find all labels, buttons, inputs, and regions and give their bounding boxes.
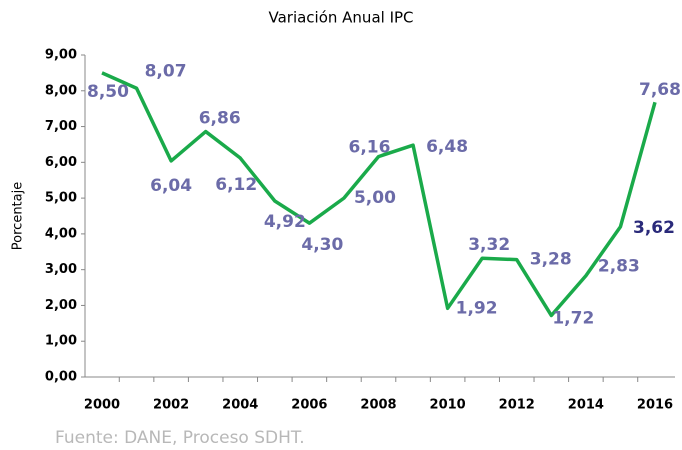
chart-title: Variación Anual IPC [268, 9, 413, 27]
data-label: 6,04 [150, 176, 192, 196]
data-label: 6,48 [426, 137, 468, 157]
x-tick-label: 2014 [568, 398, 604, 413]
data-label: 3,32 [468, 235, 510, 255]
x-tick-label: 2002 [153, 398, 189, 413]
x-tick-label: 2004 [222, 398, 258, 413]
x-tick-label: 2012 [499, 398, 535, 413]
data-label: 6,86 [199, 109, 241, 129]
y-tick-label: 4,00 [45, 226, 77, 241]
y-tick-label: 6,00 [45, 155, 77, 170]
data-label: 2,83 [598, 257, 640, 277]
x-tick-label: 2010 [430, 398, 466, 413]
y-tick-label: 1,00 [45, 334, 77, 349]
y-tick-label: 9,00 [45, 48, 77, 63]
source-note: Fuente: DANE, Proceso SDHT. [55, 428, 305, 448]
y-tick-label: 0,00 [45, 370, 77, 385]
y-tick-label: 8,00 [45, 83, 77, 98]
data-label: 1,72 [552, 308, 594, 328]
x-tick-label: 2000 [84, 398, 120, 413]
annotation: 3,62 [633, 218, 675, 238]
data-line [101, 71, 657, 318]
y-tick-label: 5,00 [45, 191, 77, 206]
y-tick-label: 2,00 [45, 298, 77, 313]
data-label: 7,68 [639, 80, 681, 100]
data-label: 6,12 [215, 175, 257, 195]
data-label: 3,28 [530, 250, 572, 270]
x-tick-label: 2016 [637, 398, 673, 413]
y-tick-label: 7,00 [45, 119, 77, 134]
y-tick-label: 3,00 [45, 262, 77, 277]
data-label: 4,92 [264, 212, 306, 232]
x-tick-label: 2008 [360, 398, 396, 413]
data-label: 8,50 [87, 82, 129, 102]
data-label: 6,16 [349, 138, 391, 158]
y-axis-label: Porcentaje [11, 182, 26, 250]
data-label: 8,07 [145, 61, 187, 81]
data-label: 5,00 [354, 188, 396, 208]
data-label: 4,30 [301, 235, 343, 255]
data-label: 1,92 [456, 298, 498, 318]
x-tick-label: 2006 [291, 398, 327, 413]
